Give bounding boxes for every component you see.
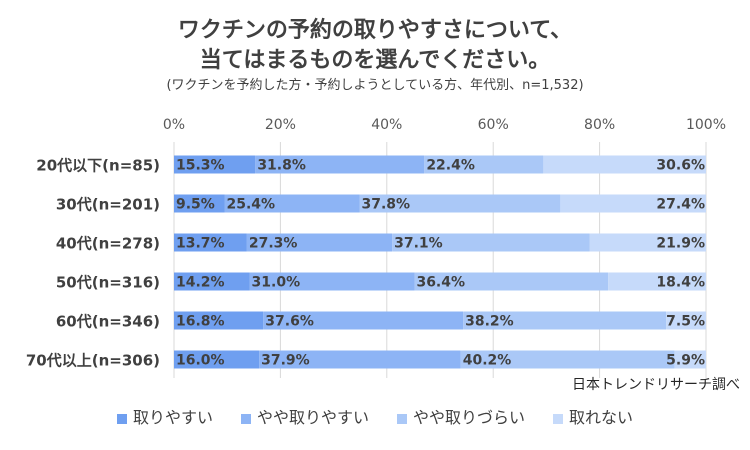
- data-label: 37.9%: [261, 353, 310, 369]
- bar-segment: [174, 350, 260, 369]
- data-label: 15.3%: [176, 158, 225, 174]
- bar-segment: [246, 233, 393, 252]
- data-label: 37.1%: [394, 236, 443, 252]
- data-label: 37.6%: [265, 314, 314, 330]
- chart-subtitle: (ワクチンを予約した方・予約しようとしている方、年代別、n=1,532): [166, 78, 584, 93]
- data-label: 21.9%: [656, 236, 705, 252]
- bar-segment: [666, 311, 706, 330]
- bar-segment: [589, 233, 706, 252]
- data-label: 38.2%: [465, 314, 514, 330]
- legend-label: 取りやすい: [132, 408, 213, 427]
- bar-segment: [255, 155, 425, 174]
- bar-segment: [674, 350, 706, 369]
- legend-item: 取りやすい: [116, 404, 213, 428]
- data-label: 7.5%: [666, 314, 705, 330]
- data-label: 40.2%: [463, 353, 512, 369]
- category-label: 70代以上(n=306): [26, 352, 160, 370]
- bar-segment: [543, 155, 706, 174]
- legend-label: 取れない: [569, 408, 634, 427]
- bar-segment: [259, 350, 461, 369]
- data-label: 36.4%: [416, 275, 465, 291]
- bar-segment: [424, 155, 544, 174]
- bar-segment: [174, 233, 247, 252]
- data-label: 25.4%: [226, 197, 275, 213]
- data-label: 22.4%: [426, 158, 475, 174]
- bar-segment: [608, 272, 706, 291]
- data-label: 5.9%: [666, 353, 705, 369]
- bar-segment: [174, 272, 250, 291]
- chart-title-line1: ワクチンの予約の取りやすさについて、: [177, 18, 573, 43]
- bar-segment: [174, 311, 264, 330]
- category-label: 60代(n=346): [56, 313, 160, 331]
- bar-segment: [174, 194, 225, 213]
- legend-swatch: [553, 413, 564, 424]
- data-label: 13.7%: [176, 236, 225, 252]
- bar-segment: [359, 194, 561, 213]
- x-tick-label: 0%: [163, 117, 185, 133]
- category-label: 30代(n=201): [56, 196, 160, 214]
- bar-segment: [263, 311, 464, 330]
- legend-item: 取れない: [553, 404, 633, 428]
- data-label: 31.8%: [257, 158, 306, 174]
- legend-item: やや取りやすい: [240, 404, 369, 428]
- legend-label: やや取りづらい: [413, 408, 526, 427]
- bar-segment: [414, 272, 609, 291]
- stacked-bar-chart: 0% 20% 40% 60% 80% 100% 20代以下(n=85) 15.3% 31.8% 2…: [26, 117, 726, 378]
- legend-swatch: [240, 413, 251, 424]
- bar-segment: [249, 272, 415, 291]
- x-tick-label: 20%: [265, 117, 296, 133]
- data-label: 31.0%: [252, 275, 301, 291]
- bar-segment: [460, 350, 675, 369]
- category-label: 50代(n=316): [56, 274, 160, 292]
- x-tick-label: 40%: [371, 117, 402, 133]
- bar-segment: [392, 233, 590, 252]
- bar-segment: [174, 155, 256, 174]
- data-label: 14.2%: [176, 275, 225, 291]
- bar-segment: [560, 194, 706, 213]
- bar-segment: [463, 311, 667, 330]
- data-label: 37.8%: [361, 197, 410, 213]
- category-label: 20代以下(n=85): [36, 157, 160, 175]
- legend-swatch: [116, 413, 127, 424]
- x-tick-label: 80%: [584, 117, 615, 133]
- data-label: 16.8%: [176, 314, 225, 330]
- chart-legend: 取りやすい やや取りやすい やや取りづらい 取れない: [0, 404, 750, 428]
- category-label: 40代(n=278): [56, 235, 160, 253]
- data-label: 30.6%: [656, 158, 705, 174]
- legend-swatch: [397, 413, 407, 424]
- data-label: 16.0%: [176, 353, 225, 369]
- x-tick-label: 60%: [478, 117, 509, 133]
- legend-label: やや取りやすい: [256, 408, 369, 427]
- data-label: 27.3%: [249, 236, 298, 252]
- chart-title-line2: 当てはまるものを選んでください。: [199, 48, 551, 73]
- x-tick-label: 100%: [686, 117, 726, 133]
- data-label: 27.4%: [656, 197, 705, 213]
- legend-item: やや取りづらい: [397, 404, 525, 428]
- bar-segment: [224, 194, 360, 213]
- data-label: 18.4%: [656, 275, 705, 291]
- source-note: 日本トレンドリサーチ調べ: [572, 377, 740, 393]
- data-label: 9.5%: [176, 197, 215, 213]
